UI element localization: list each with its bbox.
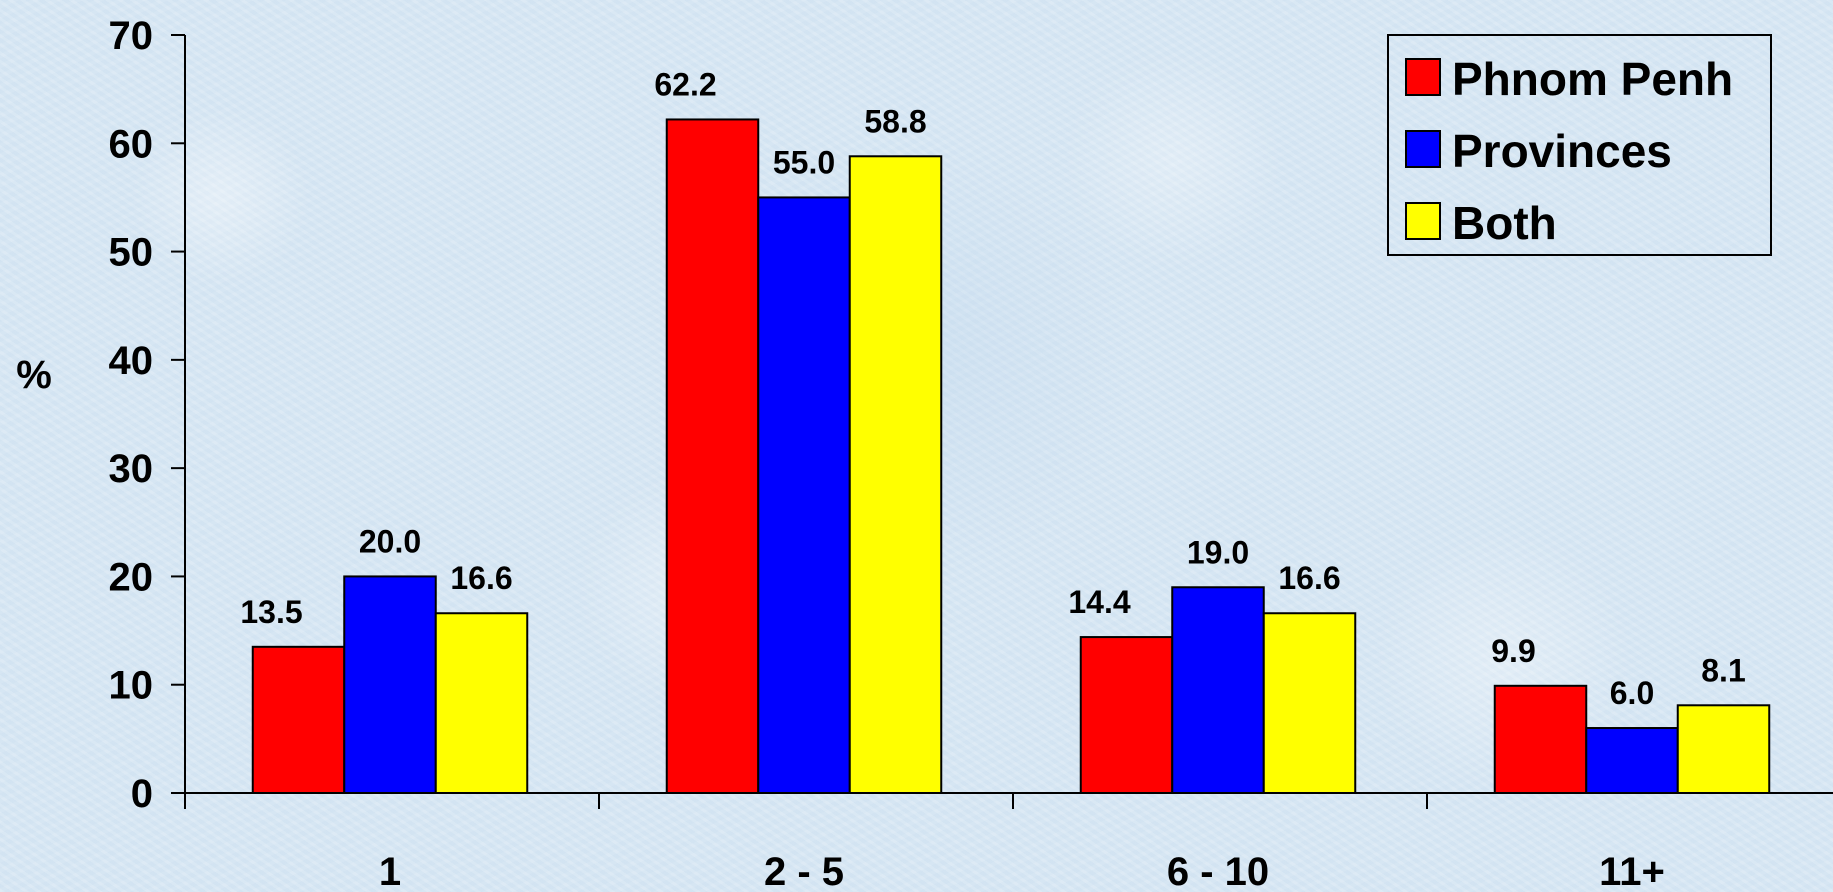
y-tick-label: 50 (109, 231, 154, 275)
bar-phnom-penh-4 (1493, 684, 1588, 794)
y-axis: 0 10 20 30 40 50 60 70 (109, 14, 186, 816)
bar-provinces-2 (757, 196, 851, 794)
data-label: 8.1 (1701, 652, 1745, 688)
data-label: 58.8 (864, 103, 926, 139)
y-tick-label: 60 (109, 122, 154, 166)
legend: Phnom Penh Provinces Both (1387, 34, 1772, 256)
bar-both-3 (1262, 612, 1357, 795)
bar-phnom-penh-1 (251, 645, 346, 794)
legend-label: Both (1452, 197, 1557, 249)
data-label: 19.0 (1187, 534, 1249, 570)
y-tick-label: 20 (109, 555, 154, 599)
y-axis-title: % (16, 353, 52, 397)
data-label: 20.0 (359, 523, 421, 559)
bar-both-1 (434, 612, 529, 795)
y-tick-label: 70 (109, 14, 154, 58)
y-tick-label: 10 (109, 664, 154, 708)
bar-both-4 (1676, 704, 1771, 794)
bar-phnom-penh-3 (1079, 636, 1174, 794)
data-label: 9.9 (1491, 633, 1535, 669)
bar-provinces-4 (1585, 727, 1679, 794)
x-category-label: 6 - 10 (1167, 850, 1269, 892)
bars-group (251, 118, 1771, 795)
x-category-label: 11+ (1599, 850, 1665, 892)
data-labels-group: 13.5 20.0 16.6 62.2 55.0 58.8 14.4 19.0 16.6 9.9 6… (240, 66, 1745, 711)
data-label: 14.4 (1068, 584, 1130, 620)
legend-box (1387, 34, 1772, 256)
data-label: 6.0 (1610, 675, 1654, 711)
bar-provinces-3 (1171, 586, 1265, 794)
legend-swatch (1405, 58, 1441, 96)
x-axis: 1 2 - 5 6 - 10 11+ (184, 792, 1833, 892)
y-tick-label: 0 (131, 772, 153, 816)
legend-label: Phnom Penh (1452, 53, 1733, 105)
bar-provinces-1 (343, 575, 437, 795)
legend-swatch (1405, 202, 1441, 240)
data-label: 62.2 (654, 66, 716, 102)
data-label: 55.0 (773, 144, 835, 180)
bar-both-2 (848, 155, 943, 794)
data-label: 16.6 (450, 560, 512, 596)
bar-phnom-penh-2 (665, 118, 760, 795)
legend-swatch (1405, 130, 1441, 168)
y-tick-label: 30 (109, 447, 154, 491)
data-label: 16.6 (1278, 560, 1340, 596)
y-tick-label: 40 (109, 339, 154, 383)
x-category-label: 1 (379, 850, 401, 892)
legend-label: Provinces (1452, 125, 1672, 177)
x-category-label: 2 - 5 (764, 850, 844, 892)
data-label: 13.5 (240, 594, 302, 630)
